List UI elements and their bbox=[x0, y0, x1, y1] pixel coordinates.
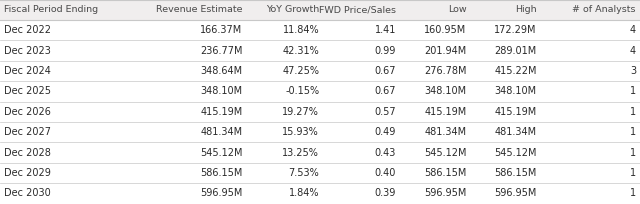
Text: 1: 1 bbox=[630, 188, 636, 198]
Text: 596.95M: 596.95M bbox=[424, 188, 467, 198]
Text: 1: 1 bbox=[630, 168, 636, 178]
Text: 545.12M: 545.12M bbox=[494, 148, 537, 158]
Text: 166.37M: 166.37M bbox=[200, 25, 243, 35]
Text: Dec 2029: Dec 2029 bbox=[4, 168, 51, 178]
Text: -0.15%: -0.15% bbox=[285, 86, 319, 96]
Text: 1: 1 bbox=[630, 127, 636, 137]
Bar bbox=[0, 40, 640, 61]
Text: 348.10M: 348.10M bbox=[495, 86, 537, 96]
Text: High: High bbox=[515, 6, 537, 14]
Text: 596.95M: 596.95M bbox=[495, 188, 537, 198]
Text: Revenue Estimate: Revenue Estimate bbox=[156, 6, 243, 14]
Bar bbox=[0, 122, 640, 142]
Bar bbox=[0, 20, 640, 40]
Text: 348.10M: 348.10M bbox=[200, 86, 243, 96]
Text: 481.34M: 481.34M bbox=[495, 127, 537, 137]
Text: 0.43: 0.43 bbox=[374, 148, 396, 158]
Text: 0.67: 0.67 bbox=[374, 86, 396, 96]
Text: Dec 2025: Dec 2025 bbox=[4, 86, 51, 96]
Text: YoY Growth: YoY Growth bbox=[266, 6, 319, 14]
Text: 415.19M: 415.19M bbox=[495, 107, 537, 117]
Text: 1: 1 bbox=[630, 86, 636, 96]
Text: 15.93%: 15.93% bbox=[282, 127, 319, 137]
Text: Dec 2027: Dec 2027 bbox=[4, 127, 51, 137]
Bar bbox=[0, 183, 640, 204]
Text: 11.84%: 11.84% bbox=[283, 25, 319, 35]
Text: 348.10M: 348.10M bbox=[424, 86, 467, 96]
Text: 415.19M: 415.19M bbox=[200, 107, 243, 117]
Bar bbox=[0, 163, 640, 183]
Text: 3: 3 bbox=[630, 66, 636, 76]
Text: FWD Price/Sales: FWD Price/Sales bbox=[319, 6, 396, 14]
Text: 1: 1 bbox=[630, 107, 636, 117]
Text: 47.25%: 47.25% bbox=[282, 66, 319, 76]
Text: 42.31%: 42.31% bbox=[282, 46, 319, 56]
Text: Dec 2030: Dec 2030 bbox=[4, 188, 51, 198]
Text: 4: 4 bbox=[630, 25, 636, 35]
Text: 545.12M: 545.12M bbox=[424, 148, 467, 158]
Text: 276.78M: 276.78M bbox=[424, 66, 467, 76]
Text: 0.39: 0.39 bbox=[374, 188, 396, 198]
Bar bbox=[0, 0, 640, 20]
Text: Dec 2028: Dec 2028 bbox=[4, 148, 51, 158]
Text: 481.34M: 481.34M bbox=[200, 127, 243, 137]
Text: 13.25%: 13.25% bbox=[282, 148, 319, 158]
Text: 0.57: 0.57 bbox=[374, 107, 396, 117]
Text: 7.53%: 7.53% bbox=[289, 168, 319, 178]
Text: 586.15M: 586.15M bbox=[424, 168, 467, 178]
Text: 0.67: 0.67 bbox=[374, 66, 396, 76]
Text: 1.84%: 1.84% bbox=[289, 188, 319, 198]
Text: 4: 4 bbox=[630, 46, 636, 56]
Text: 586.15M: 586.15M bbox=[200, 168, 243, 178]
Text: 596.95M: 596.95M bbox=[200, 188, 243, 198]
Text: 289.01M: 289.01M bbox=[495, 46, 537, 56]
Text: Dec 2022: Dec 2022 bbox=[4, 25, 51, 35]
Text: 586.15M: 586.15M bbox=[495, 168, 537, 178]
Bar bbox=[0, 81, 640, 102]
Text: 415.19M: 415.19M bbox=[424, 107, 467, 117]
Text: 172.29M: 172.29M bbox=[494, 25, 537, 35]
Bar bbox=[0, 142, 640, 163]
Text: 1: 1 bbox=[630, 148, 636, 158]
Text: 0.99: 0.99 bbox=[374, 46, 396, 56]
Text: 160.95M: 160.95M bbox=[424, 25, 467, 35]
Text: 236.77M: 236.77M bbox=[200, 46, 243, 56]
Text: Dec 2023: Dec 2023 bbox=[4, 46, 51, 56]
Text: 415.22M: 415.22M bbox=[494, 66, 537, 76]
Text: 1.41: 1.41 bbox=[374, 25, 396, 35]
Text: 0.49: 0.49 bbox=[374, 127, 396, 137]
Text: # of Analysts: # of Analysts bbox=[573, 6, 636, 14]
Text: Fiscal Period Ending: Fiscal Period Ending bbox=[4, 6, 98, 14]
Text: Dec 2024: Dec 2024 bbox=[4, 66, 51, 76]
Text: 19.27%: 19.27% bbox=[282, 107, 319, 117]
Text: 0.40: 0.40 bbox=[374, 168, 396, 178]
Bar bbox=[0, 61, 640, 81]
Text: Dec 2026: Dec 2026 bbox=[4, 107, 51, 117]
Text: 481.34M: 481.34M bbox=[424, 127, 467, 137]
Bar bbox=[0, 102, 640, 122]
Text: Low: Low bbox=[448, 6, 467, 14]
Text: 348.64M: 348.64M bbox=[200, 66, 243, 76]
Text: 201.94M: 201.94M bbox=[424, 46, 467, 56]
Text: 545.12M: 545.12M bbox=[200, 148, 243, 158]
